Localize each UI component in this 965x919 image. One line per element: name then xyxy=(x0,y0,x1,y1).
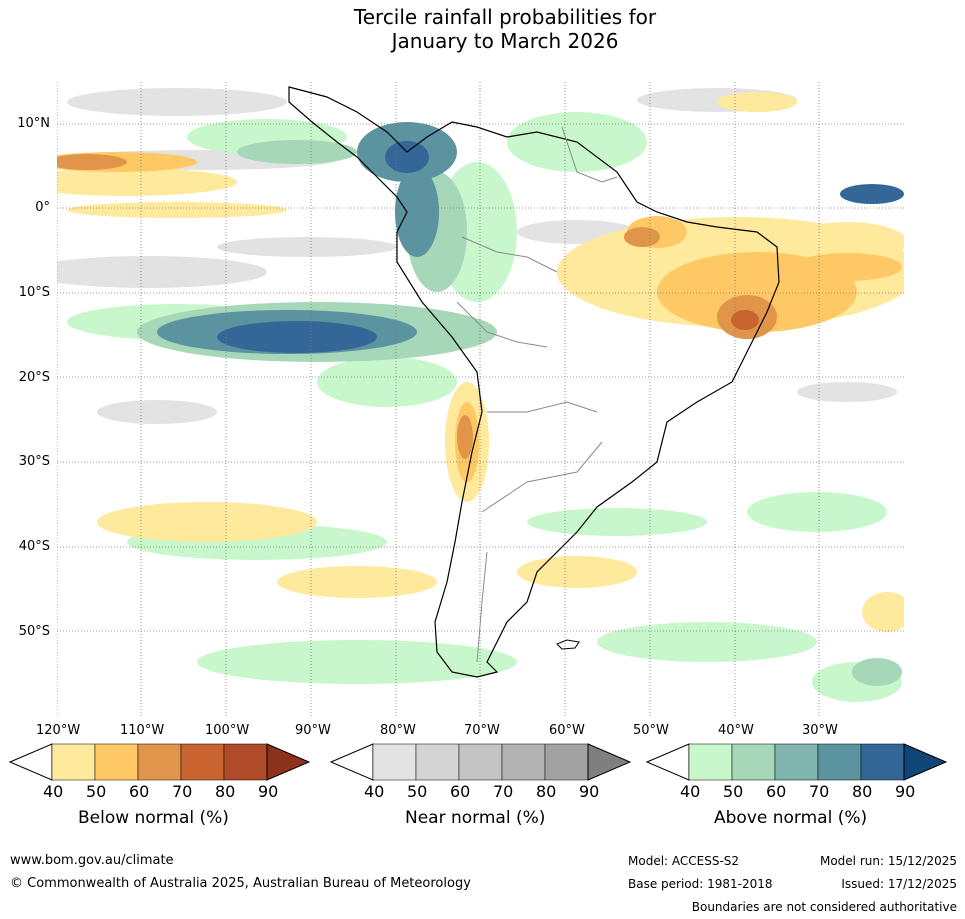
below-normal-title: Below normal (%) xyxy=(78,808,229,828)
lat-label-30s: 30°S xyxy=(18,454,50,469)
above-tick-60: 60 xyxy=(766,782,787,801)
lon-label-90w: 90°W xyxy=(295,723,331,738)
above-tick-80: 80 xyxy=(852,782,873,801)
below-tick-50: 50 xyxy=(86,782,107,801)
below-tick-90: 90 xyxy=(258,782,279,801)
above-tick-90: 90 xyxy=(895,782,916,801)
near-normal-swatch xyxy=(415,743,460,781)
lon-label-50w: 50°W xyxy=(633,723,669,738)
below-tick-40: 40 xyxy=(43,782,64,801)
below-normal-colorbar xyxy=(9,743,311,781)
below-normal-swatch xyxy=(180,743,225,781)
lon-label-40w: 40°W xyxy=(718,723,754,738)
below-normal-swatch xyxy=(51,743,96,781)
lon-label-100w: 100°W xyxy=(205,723,250,738)
near-tick-60: 60 xyxy=(450,782,471,801)
below-normal-swatch xyxy=(266,743,311,781)
bom-url-link[interactable]: www.bom.gov.au/climate xyxy=(10,853,174,868)
near-normal-swatch xyxy=(544,743,589,781)
map-title-line1: Tercile rainfall probabilities for xyxy=(353,5,657,29)
above-tick-40: 40 xyxy=(680,782,701,801)
lon-label-60w: 60°W xyxy=(549,723,585,738)
near-normal-swatch xyxy=(587,743,632,781)
lat-label-40s: 40°S xyxy=(18,539,50,554)
model-name: Model: ACCESS-S2 xyxy=(628,854,740,868)
below-normal-swatch xyxy=(94,743,139,781)
rainfall-probability-map xyxy=(57,82,904,716)
lat-label-0: 0° xyxy=(35,200,50,215)
below-tick-80: 80 xyxy=(215,782,236,801)
above-normal-swatch xyxy=(817,743,862,781)
above-normal-swatch xyxy=(774,743,819,781)
above-normal-swatch xyxy=(731,743,776,781)
lat-label-10s: 10°S xyxy=(18,285,50,300)
above-tick-50: 50 xyxy=(723,782,744,801)
lon-label-110w: 110°W xyxy=(120,723,165,738)
base-period: Base period: 1981-2018 xyxy=(628,877,773,891)
below-normal-swatch xyxy=(223,743,268,781)
lat-label-50s: 50°S xyxy=(18,624,50,639)
lon-label-120w: 120°W xyxy=(36,723,81,738)
near-normal-swatch xyxy=(458,743,503,781)
near-tick-80: 80 xyxy=(536,782,557,801)
copyright-text: © Commonwealth of Australia 2025, Austra… xyxy=(10,876,471,891)
model-run-date: Model run: 15/12/2025 xyxy=(819,854,957,868)
above-normal-colorbar xyxy=(646,743,948,781)
lon-label-30w: 30°W xyxy=(802,723,838,738)
lat-label-20s: 20°S xyxy=(18,370,50,385)
below-tick-60: 60 xyxy=(129,782,150,801)
below-tick-70: 70 xyxy=(172,782,193,801)
near-tick-70: 70 xyxy=(493,782,514,801)
above-normal-title: Above normal (%) xyxy=(714,808,868,828)
above-normal-swatch xyxy=(860,743,905,781)
above-normal-swatch xyxy=(688,743,733,781)
boundaries-note: Boundaries are not considered authoritat… xyxy=(691,900,957,914)
issued-date: Issued: 17/12/2025 xyxy=(841,877,957,891)
near-normal-title: Near normal (%) xyxy=(405,808,546,828)
near-tick-40: 40 xyxy=(364,782,385,801)
lon-label-70w: 70°W xyxy=(464,723,500,738)
map-title-line2: January to March 2026 xyxy=(391,29,619,53)
lon-label-80w: 80°W xyxy=(380,723,416,738)
near-normal-swatch xyxy=(501,743,546,781)
above-normal-swatch xyxy=(903,743,948,781)
above-tick-70: 70 xyxy=(809,782,830,801)
coastline xyxy=(288,86,780,678)
near-tick-90: 90 xyxy=(579,782,600,801)
lat-label-10n: 10°N xyxy=(17,116,50,131)
below-normal-swatch xyxy=(137,743,182,781)
near-tick-50: 50 xyxy=(407,782,428,801)
near-normal-swatch xyxy=(372,743,417,781)
near-normal-colorbar xyxy=(330,743,632,781)
